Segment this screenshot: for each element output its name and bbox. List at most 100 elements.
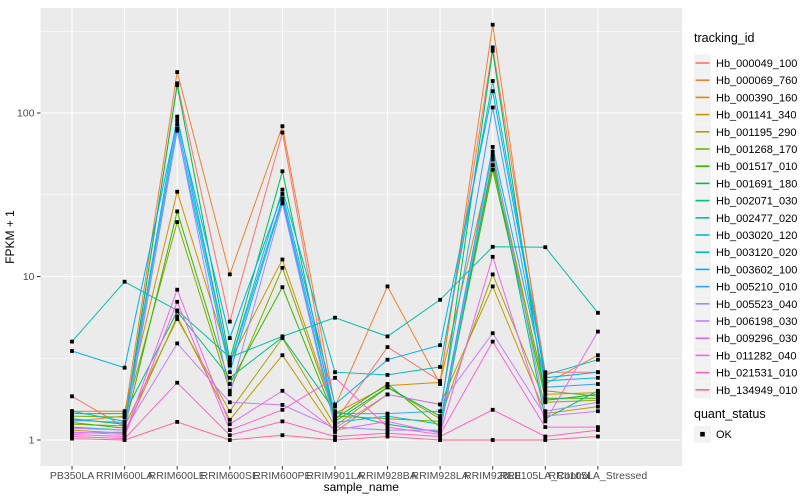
data-point (333, 402, 337, 407)
data-point (175, 314, 180, 319)
data-point (280, 257, 285, 262)
data-point (333, 370, 337, 375)
data-point (596, 434, 600, 439)
data-point (596, 396, 600, 401)
y-tick-label: 1 (29, 435, 35, 447)
data-point (280, 353, 285, 358)
x-tick-label: RRIM600LE (149, 470, 206, 482)
x-tick-label: RRII105LA_Control (500, 470, 591, 482)
data-point (280, 192, 285, 196)
data-point (543, 388, 548, 393)
data-point (227, 438, 232, 442)
data-point (280, 130, 285, 135)
x-tick-label: RRIM600PE (253, 470, 311, 482)
data-point (490, 48, 495, 53)
legend-label: Hb_001691_180 (716, 178, 797, 190)
data-point (543, 396, 548, 401)
data-point (543, 400, 548, 405)
data-point (280, 265, 285, 270)
data-point (543, 414, 548, 418)
data-point (280, 433, 285, 438)
legend-label: Hb_001268_170 (716, 144, 797, 156)
data-point (543, 409, 548, 414)
data-point (280, 388, 285, 393)
data-point (333, 404, 337, 409)
data-point (490, 45, 495, 50)
data-point (227, 363, 232, 368)
data-point (596, 400, 600, 405)
legend-label: Hb_002477_020 (716, 213, 797, 225)
data-point (70, 349, 74, 353)
data-point (333, 434, 337, 439)
legend-title-tracking-id: tracking_id (694, 31, 754, 45)
data-point (280, 403, 285, 407)
legend-label: Hb_011282_040 (716, 350, 797, 362)
ok-square-marker (700, 431, 705, 437)
data-point (543, 373, 548, 377)
legend-label: Hb_001517_010 (716, 161, 797, 173)
data-point (543, 438, 548, 442)
data-point (438, 422, 442, 427)
data-point (122, 420, 127, 425)
plot-panel-background (40, 8, 682, 466)
data-point (70, 420, 74, 425)
data-point (490, 157, 495, 162)
data-point (280, 334, 285, 339)
data-point (227, 355, 232, 360)
data-point (490, 145, 495, 149)
data-point (122, 409, 127, 414)
legend-label: Hb_009296_030 (716, 333, 797, 345)
data-point (438, 428, 442, 432)
data-point (227, 272, 232, 277)
data-point (490, 167, 495, 172)
data-point (385, 425, 390, 429)
data-point (175, 341, 180, 346)
data-point (227, 428, 232, 432)
data-point (543, 382, 548, 386)
data-point (543, 245, 548, 250)
data-point (333, 409, 337, 414)
data-point (280, 169, 285, 174)
data-point (490, 438, 495, 442)
data-point (438, 414, 442, 418)
data-point (438, 297, 442, 302)
data-point (543, 416, 548, 421)
data-point (385, 385, 390, 390)
x-tick-label: RRIM928LA (412, 470, 469, 482)
data-point (543, 419, 548, 424)
data-point (70, 414, 74, 418)
legend-label: Hb_134949_010 (716, 385, 797, 397)
data-point (175, 287, 180, 292)
data-point (490, 149, 495, 154)
data-point (227, 382, 232, 386)
x-tick-label: RRIM600LA (96, 470, 153, 482)
data-point (122, 426, 127, 431)
data-point (596, 353, 600, 358)
data-point (490, 153, 495, 158)
data-point (596, 428, 600, 432)
data-point (280, 124, 285, 129)
data-point (596, 388, 600, 393)
data-point (227, 375, 232, 380)
data-point (543, 375, 548, 380)
data-point (280, 407, 285, 412)
legend-title-quant-status: quant_status (694, 407, 766, 421)
data-point (385, 382, 390, 386)
legend-label: Hb_003602_100 (716, 264, 797, 276)
legend-label: Hb_000390_160 (716, 92, 797, 104)
data-point (385, 411, 390, 416)
data-point (596, 375, 600, 380)
data-point (70, 409, 74, 414)
data-point (175, 220, 180, 224)
x-tick-label: RRIM600SE (201, 470, 259, 482)
data-point (175, 118, 180, 123)
data-point (70, 411, 74, 416)
data-point (175, 189, 180, 194)
legend-label: Hb_021531_010 (716, 368, 797, 380)
data-point (596, 370, 600, 375)
data-point (70, 339, 74, 344)
legend-label-ok: OK (716, 429, 733, 441)
data-point (596, 357, 600, 362)
